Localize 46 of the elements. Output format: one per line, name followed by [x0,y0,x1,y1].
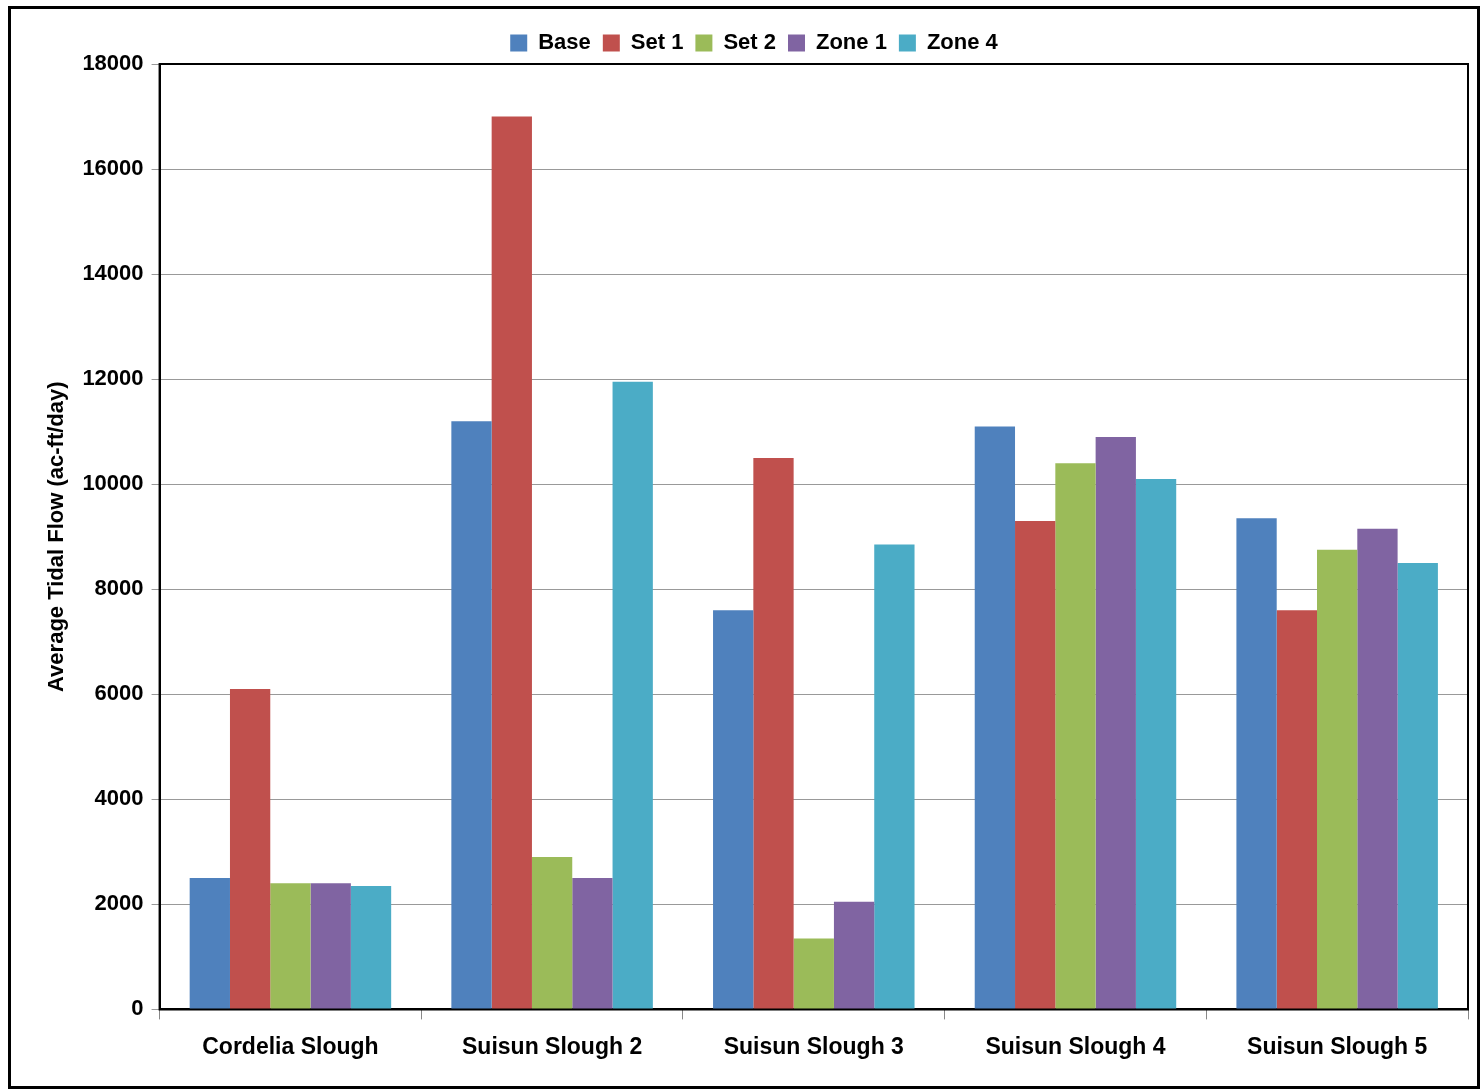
bar [793,938,834,1009]
bar [189,878,230,1009]
bar [350,885,392,1009]
bar [491,116,532,1009]
y-tick-label: 10000 [82,470,144,496]
bar [1055,463,1096,1009]
legend-label: Zone 4 [926,29,999,55]
x-tick-label: Suisun Slough 5 [1247,1032,1428,1059]
y-axis-title: Average Tidal Flow (ac-ft/day) [43,381,69,692]
y-tick-label: 18000 [82,50,144,76]
bar [1015,520,1056,1009]
y-tick-label: 4000 [94,785,144,811]
bar [572,878,613,1009]
bar [451,421,492,1009]
bar [974,426,1016,1009]
bar [531,857,573,1009]
x-tick-label: Cordelia Slough [202,1032,379,1059]
y-tick-label: 0 [131,995,144,1021]
y-tick-label: 16000 [82,155,144,181]
y-tick-label: 14000 [82,260,144,286]
y-tick-label: 12000 [82,365,144,391]
bar [1236,518,1277,1009]
y-tick-label: 6000 [94,680,144,706]
bar [310,883,351,1009]
y-tick-label: 2000 [94,890,144,916]
bar [1397,562,1438,1009]
bar [1135,478,1177,1009]
legend-label: Set 2 [723,29,776,55]
legend-label: Zone 1 [815,29,887,55]
bar [270,883,311,1009]
bar [1095,436,1136,1009]
bar [1276,610,1318,1009]
y-tick-label: 8000 [94,575,144,601]
bar [229,689,271,1009]
legend-label: Base [538,29,591,55]
legend-label: Set 1 [630,29,684,55]
x-tick-label: Suisun Slough 2 [462,1032,643,1059]
x-tick-label: Suisun Slough 3 [723,1032,904,1059]
bar [874,544,915,1009]
bar [1357,528,1398,1009]
x-tick-label: Suisun Slough 4 [985,1032,1166,1059]
bar [753,457,794,1009]
bar [713,610,754,1009]
bar [1317,549,1358,1009]
bar [612,381,653,1009]
bar [833,901,875,1009]
